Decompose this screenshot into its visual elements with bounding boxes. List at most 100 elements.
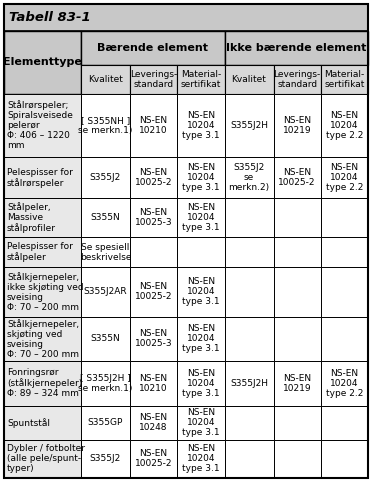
Bar (4, 198, 81, 237)
Text: NS-EN
10219: NS-EN 10219 (283, 374, 311, 393)
Text: Kvalitet: Kvalitet (88, 75, 123, 83)
Bar (224, 237, 273, 268)
Bar (321, 317, 368, 361)
Bar (4, 268, 81, 317)
Text: NS-EN
10204
type 3.1: NS-EN 10204 type 3.1 (182, 277, 220, 307)
Bar (321, 440, 368, 478)
Bar (321, 157, 368, 198)
Text: Material-
sertifikat: Material- sertifikat (181, 69, 221, 89)
Bar (130, 406, 177, 440)
Bar (273, 406, 321, 440)
Bar (130, 268, 177, 317)
Bar (321, 65, 368, 94)
Bar (177, 198, 224, 237)
Text: Leverings-
standard: Leverings- standard (130, 69, 177, 89)
Bar (273, 268, 321, 317)
Bar (4, 317, 81, 361)
Bar (4, 440, 81, 478)
Bar (4, 237, 81, 268)
Bar (130, 198, 177, 237)
Text: NS-EN
10025-2: NS-EN 10025-2 (278, 168, 316, 187)
Text: NS-EN
10204
type 3.1: NS-EN 10204 type 3.1 (182, 163, 220, 192)
Text: NS-EN
10248: NS-EN 10248 (140, 413, 168, 432)
Bar (273, 317, 321, 361)
Text: NS-EN
10210: NS-EN 10210 (139, 116, 168, 135)
Bar (224, 198, 273, 237)
Bar (177, 440, 224, 478)
Text: NS-EN
10025-3: NS-EN 10025-3 (135, 329, 173, 348)
Text: Pelespisser for
stålrørspeler: Pelespisser for stålrørspeler (7, 168, 73, 187)
Text: [ S355NH ]
se merkn.1): [ S355NH ] se merkn.1) (78, 116, 133, 135)
Bar (81, 406, 130, 440)
Bar (130, 361, 177, 406)
Bar (224, 31, 368, 65)
Text: Material-
sertifikat: Material- sertifikat (324, 69, 365, 89)
Text: S355J2AR: S355J2AR (84, 287, 127, 296)
Bar (130, 157, 177, 198)
Text: Tabell 83-1: Tabell 83-1 (9, 11, 91, 24)
Bar (130, 317, 177, 361)
Bar (4, 94, 81, 157)
Bar (321, 268, 368, 317)
Bar (224, 406, 273, 440)
Bar (81, 65, 130, 94)
Text: S355J2H: S355J2H (230, 121, 268, 130)
Bar (81, 268, 130, 317)
Bar (273, 237, 321, 268)
Text: S355N: S355N (91, 335, 121, 343)
Bar (224, 157, 273, 198)
Bar (177, 237, 224, 268)
Bar (81, 440, 130, 478)
Text: NS-EN
10204
type 2.2: NS-EN 10204 type 2.2 (326, 111, 363, 140)
Bar (321, 237, 368, 268)
Bar (273, 198, 321, 237)
Text: Stålpeler,
Massive
stålprofiler: Stålpeler, Massive stålprofiler (7, 202, 56, 233)
Text: NS-EN
10204
type 3.1: NS-EN 10204 type 3.1 (182, 111, 220, 140)
Bar (224, 440, 273, 478)
Bar (321, 198, 368, 237)
Text: NS-EN
10204
type 3.1: NS-EN 10204 type 3.1 (182, 203, 220, 232)
Bar (81, 198, 130, 237)
Text: NS-EN
10204
type 3.1: NS-EN 10204 type 3.1 (182, 408, 220, 437)
Text: NS-EN
10204
type 2.2: NS-EN 10204 type 2.2 (326, 369, 363, 398)
Bar (224, 94, 273, 157)
Bar (224, 268, 273, 317)
Bar (273, 361, 321, 406)
Text: NS-EN
10025-3: NS-EN 10025-3 (135, 208, 173, 227)
Text: Dybler / fotbolter
(alle pele/spunt-
typer): Dybler / fotbolter (alle pele/spunt- typ… (7, 444, 85, 473)
Bar (130, 65, 177, 94)
Text: NS-EN
10204
type 2.2: NS-EN 10204 type 2.2 (326, 163, 363, 192)
Text: Elementtype: Elementtype (3, 57, 82, 67)
Text: S355J2: S355J2 (90, 454, 121, 463)
Bar (224, 65, 273, 94)
Bar (177, 268, 224, 317)
Text: S355GP: S355GP (88, 418, 123, 427)
Bar (81, 237, 130, 268)
Text: [ S355J2H ]
se merkn.1): [ S355J2H ] se merkn.1) (78, 374, 133, 393)
Bar (177, 406, 224, 440)
Text: NS-EN
10025-2: NS-EN 10025-2 (135, 282, 172, 301)
Bar (4, 4, 368, 31)
Bar (321, 94, 368, 157)
Bar (273, 94, 321, 157)
Bar (224, 361, 273, 406)
Bar (81, 31, 224, 65)
Text: Ikke bærende element: Ikke bærende element (226, 42, 366, 53)
Text: Kvalitet: Kvalitet (231, 75, 266, 83)
Bar (177, 317, 224, 361)
Bar (321, 361, 368, 406)
Bar (130, 237, 177, 268)
Bar (177, 157, 224, 198)
Text: Stålkjernepeler,
ikke skjøting ved
sveising
Φ: 70 – 200 mm: Stålkjernepeler, ikke skjøting ved sveis… (7, 272, 84, 312)
Text: NS-EN
10210: NS-EN 10210 (139, 374, 168, 393)
Text: Stålrørspeler;
Spiralsveisede
pelerør
Φ: 406 – 1220
mm: Stålrørspeler; Spiralsveisede pelerør Φ:… (7, 100, 73, 150)
Text: Fonringsrør
(stålkjernepeler)
Φ: 89 – 324 mm: Fonringsrør (stålkjernepeler) Φ: 89 – 32… (7, 368, 82, 399)
Bar (177, 361, 224, 406)
Bar (130, 94, 177, 157)
Text: Leverings-
standard: Leverings- standard (273, 69, 321, 89)
Text: NS-EN
10204
type 3.1: NS-EN 10204 type 3.1 (182, 369, 220, 398)
Bar (224, 317, 273, 361)
Bar (4, 31, 81, 94)
Text: NS-EN
10204
type 3.1: NS-EN 10204 type 3.1 (182, 324, 220, 353)
Bar (177, 94, 224, 157)
